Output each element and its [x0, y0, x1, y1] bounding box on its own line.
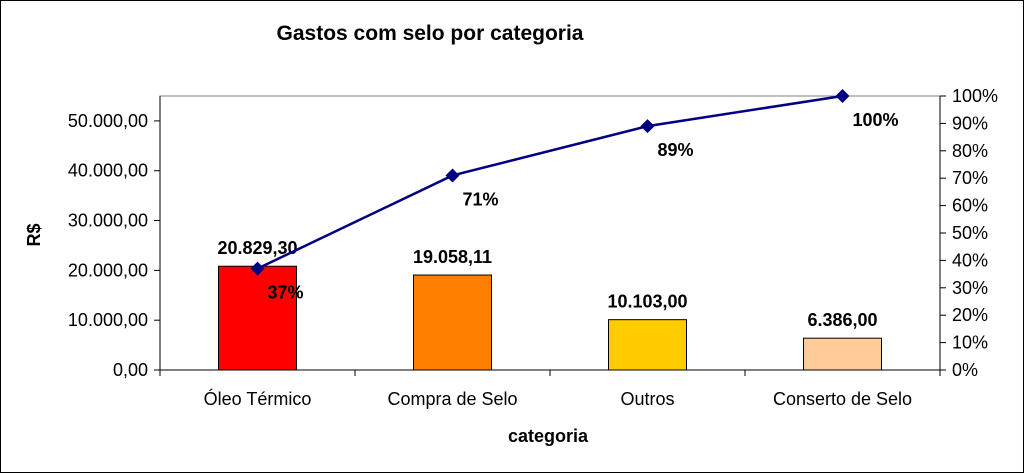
x-tick-label: Conserto de Selo — [773, 389, 912, 409]
y2-tick-label: 100% — [952, 86, 998, 106]
x-tick-label: Compra de Selo — [387, 389, 517, 409]
y2-tick-label: 50% — [952, 223, 988, 243]
y2-tick-label: 60% — [952, 196, 988, 216]
secondary-y-axis: 0% 10% 20% 30% 40% 50% 60% 70% 80% 90% 100% — [939, 86, 998, 380]
cumulative-line — [250, 89, 850, 276]
cumulative-label: 100% — [853, 110, 899, 130]
y-tick-label: 20.000,00 — [68, 260, 148, 280]
cumulative-labels: 37% 71% 89% 100% — [268, 110, 899, 303]
y2-tick-label: 20% — [952, 305, 988, 325]
y-axis-title: R$ — [24, 223, 44, 246]
y2-tick-label: 70% — [952, 168, 988, 188]
bar — [413, 274, 492, 371]
y2-tick-label: 90% — [952, 113, 988, 133]
bar — [803, 337, 882, 371]
y2-tick-label: 0% — [952, 360, 978, 380]
y-axis: 0,00 10.000,00 20.000,00 30.000,00 40.000,00… — [68, 96, 161, 380]
cumulative-label: 37% — [268, 283, 304, 303]
bar — [608, 319, 687, 371]
y2-tick-label: 80% — [952, 141, 988, 161]
y2-tick-label: 40% — [952, 250, 988, 270]
cumulative-line-path — [256, 94, 843, 270]
y2-tick-label: 30% — [952, 278, 988, 298]
chart-title: Gastos com selo por categoria — [277, 22, 584, 45]
cumulative-label: 71% — [463, 189, 499, 209]
y-tick-label: 10.000,00 — [68, 310, 148, 330]
cumulative-marker — [835, 89, 850, 103]
bar-value-labels: 20.829,30 19.058,11 10.103,00 6.386,00 — [217, 238, 877, 330]
y-tick-label: 40.000,00 — [68, 161, 148, 181]
bars — [218, 265, 882, 371]
y-tick-label: 0,00 — [113, 360, 148, 380]
y-tick-label: 50.000,00 — [68, 111, 148, 131]
x-axis: Óleo Térmico Compra de Selo Outros Conserto… — [159, 369, 941, 409]
bar-value-label: 6.386,00 — [807, 310, 877, 330]
cumulative-label: 89% — [658, 140, 694, 160]
cumulative-marker — [640, 119, 655, 134]
cumulative-marker — [250, 261, 265, 276]
bar-value-label: 19.058,11 — [413, 247, 492, 267]
bar-value-label: 20.829,30 — [217, 238, 297, 258]
cumulative-marker — [445, 168, 460, 183]
bar-value-label: 10.103,00 — [607, 292, 687, 312]
bar — [218, 265, 297, 371]
y-tick-label: 30.000,00 — [68, 211, 148, 231]
x-tick-label: Outros — [620, 389, 674, 409]
x-axis-title: categoria — [508, 426, 589, 446]
x-tick-label: Óleo Térmico — [204, 388, 312, 409]
y2-tick-label: 10% — [952, 333, 988, 353]
